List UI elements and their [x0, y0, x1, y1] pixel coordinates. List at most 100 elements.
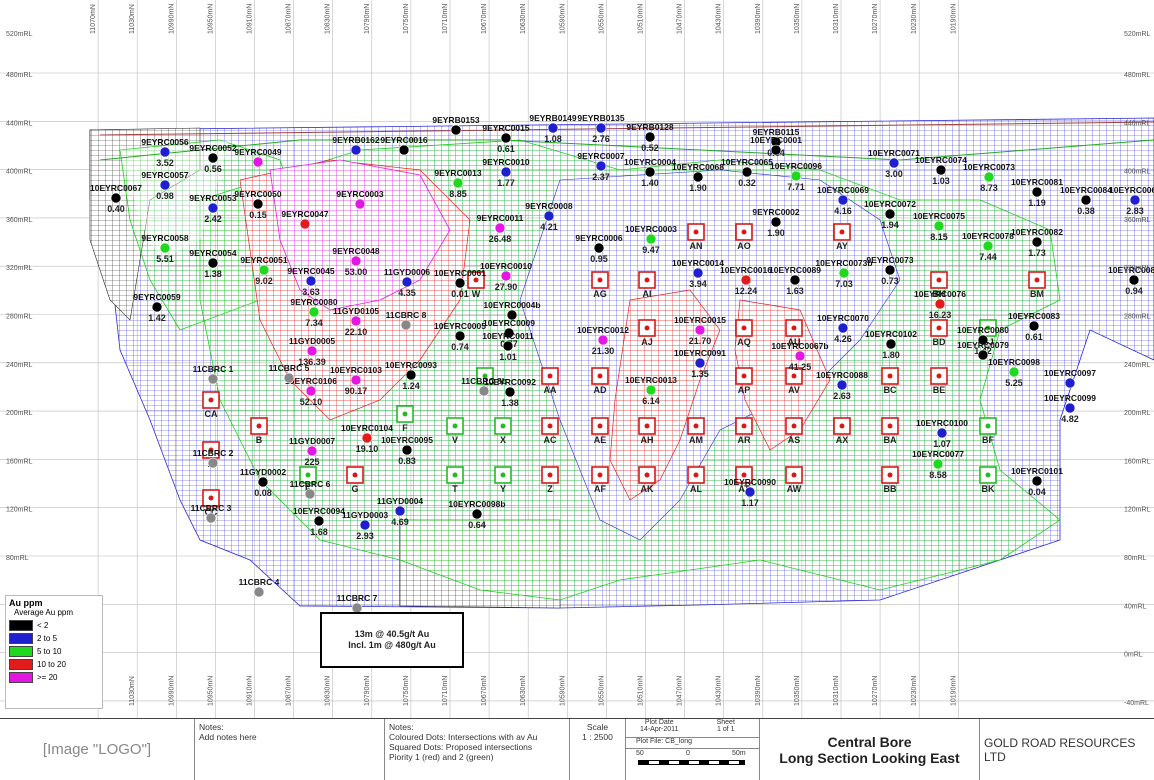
rl-label-right: 120mRL — [1124, 507, 1151, 514]
scale-box: Scale 1 : 2500 — [570, 719, 626, 780]
drillhole: 10EYRC0102 1.80 — [865, 329, 917, 360]
proposed-dot — [936, 373, 942, 379]
proposed-marker: AP — [735, 367, 753, 395]
drillhole-value: 7.34 — [305, 318, 323, 328]
drillhole-dot — [350, 144, 362, 156]
sheet-label: Sheet — [716, 719, 735, 726]
drillhole-dot — [252, 198, 264, 210]
drillhole: 10EYRC0103 90.17 — [330, 365, 382, 396]
drillhole-name: 9EYRB0128 — [626, 122, 674, 132]
drillhole-dot — [313, 515, 325, 527]
drillhole-value: 0.40 — [107, 204, 125, 214]
drillhole-name: 11GYD0002 — [240, 467, 287, 477]
drillhole: 10EYRC0067b 41.25 — [771, 341, 828, 372]
drillhole-dot — [478, 385, 490, 397]
proposed-label: BH — [933, 289, 946, 299]
drillhole-value: 2.76 — [592, 134, 610, 144]
proposed-marker: AF — [591, 466, 609, 494]
plot-file: Plot File: CB_long — [626, 738, 759, 749]
legend-item: 5 to 10 — [9, 645, 99, 657]
rl-label-left: 120mRL — [6, 507, 33, 514]
northing-label-bottom: 10750mN — [403, 676, 410, 706]
drillhole-name: 9EYRC0047 — [281, 209, 329, 219]
proposed-dot — [500, 472, 506, 478]
proposed-intersections: WAGAIANAOAYBHBMAJAQAUBDBJCAUAAADAPAVBCBE… — [202, 223, 1046, 517]
drillhole-value: 0.61 — [497, 144, 515, 154]
drillhole: 10EYRC0011 1.01 — [482, 331, 534, 362]
proposed-marker: F — [396, 405, 414, 433]
drillhole-value: 0.74 — [451, 342, 469, 352]
proposed-marker: AD — [591, 367, 609, 395]
legend-subtitle: Average Au ppm — [14, 608, 74, 617]
axis-labels: 11070mN11070mN11030mN11030mN10990mN10990… — [6, 4, 1151, 707]
drillhole-name: 10EYRC0015 — [674, 315, 726, 325]
northing-label-top: 11030mN — [129, 4, 136, 34]
drillhole: 9EYRC0052 0.56 — [189, 143, 237, 174]
proposed-dot — [985, 472, 991, 478]
drillhole-value: 1.42 — [148, 313, 166, 323]
drillhole-name: 9EYRC0002 — [752, 207, 800, 217]
drillhole-dot — [151, 301, 163, 313]
legend-title: Au ppm — [9, 598, 43, 608]
drillhole-name: 10EYRC0070 — [817, 313, 869, 323]
drillhole-dot — [359, 519, 371, 531]
drillhole-dot — [982, 240, 994, 252]
drillhole-dot — [547, 122, 559, 134]
drillhole-value: 2.93 — [356, 531, 374, 541]
legend: Au ppm Average Au ppm < 2 2 to 5 5 to 10 10… — [5, 595, 103, 709]
proposed-dot — [741, 229, 747, 235]
drillhole-value: 0.38 — [1077, 206, 1095, 216]
rl-label-right: 200mRL — [1124, 410, 1151, 417]
proposed-dot — [547, 472, 553, 478]
proposed-label: BJ — [982, 337, 994, 347]
proposed-dot — [256, 423, 262, 429]
drillhole-value: 1.35 — [691, 369, 709, 379]
proposed-marker: AO — [735, 223, 753, 251]
company-name: GOLD ROAD RESOURCES LTD — [984, 735, 1136, 764]
drillhole-dot — [450, 124, 462, 136]
drillhole-value: 4.35 — [398, 288, 416, 298]
proposed-label: AJ — [641, 337, 653, 347]
drillhole: 11GYD0004 4.69 — [377, 496, 424, 527]
proposed-label: F — [402, 423, 408, 433]
drillhole-value: 0.08 — [254, 488, 272, 498]
drillhole: 10EYRC0073 8.73 — [963, 162, 1015, 193]
proposed-dot — [500, 423, 506, 429]
drillhole-name: 11CBRC 2 — [193, 448, 234, 458]
drillhole-value: 1.73 — [1028, 248, 1046, 258]
drillhole-dot — [394, 505, 406, 517]
proposed-marker: BF — [979, 417, 997, 445]
drillhole-name: 10EYRC0003 — [625, 224, 677, 234]
drillhole-value: 7.44 — [979, 252, 997, 262]
drillhole-dot — [500, 166, 512, 178]
legend-label: < 2 — [37, 620, 49, 630]
drillhole-dot — [983, 171, 995, 183]
drillhole-name: 10EYRC0061 — [434, 268, 486, 278]
proposed-marker: AQ — [735, 319, 753, 347]
drillhole-name: 10EYRC0102 — [865, 329, 917, 339]
drillhole: 10EYRC0004b — [483, 300, 541, 321]
drillhole-dot — [283, 372, 295, 384]
drillhole: 10EYRC0070 4.26 — [817, 313, 869, 344]
legend-item: >= 20 — [9, 671, 99, 683]
proposed-dot — [208, 447, 214, 453]
drillhole-dot — [398, 144, 410, 156]
drillhole-dot — [305, 275, 317, 287]
drillhole-value: 8.58 — [929, 470, 947, 480]
northing-label-bottom: 10470mN — [677, 676, 684, 706]
drillhole-name: 11GYD0004 — [377, 496, 424, 506]
drillhole-dot — [503, 327, 515, 339]
proposed-marker: E — [299, 466, 317, 494]
drillhole-dot — [306, 345, 318, 357]
drillhole-value: 4.16 — [834, 206, 852, 216]
drillhole-dot — [299, 218, 311, 230]
proposed-label: BA — [884, 435, 897, 445]
drillhole-name: 10EYRC0100 — [916, 418, 968, 428]
drillhole-dot — [1064, 377, 1076, 389]
drillhole-name: 9EYRC0007 — [577, 151, 625, 161]
drillhole: 10EYRC0015 21.70 — [674, 315, 726, 346]
drillhole: 10EYRC0016 12.24 — [720, 265, 772, 296]
proposed-dot — [644, 277, 650, 283]
drillhole-name: 11GYD0007 — [289, 436, 336, 446]
drillhole-dot — [361, 432, 373, 444]
